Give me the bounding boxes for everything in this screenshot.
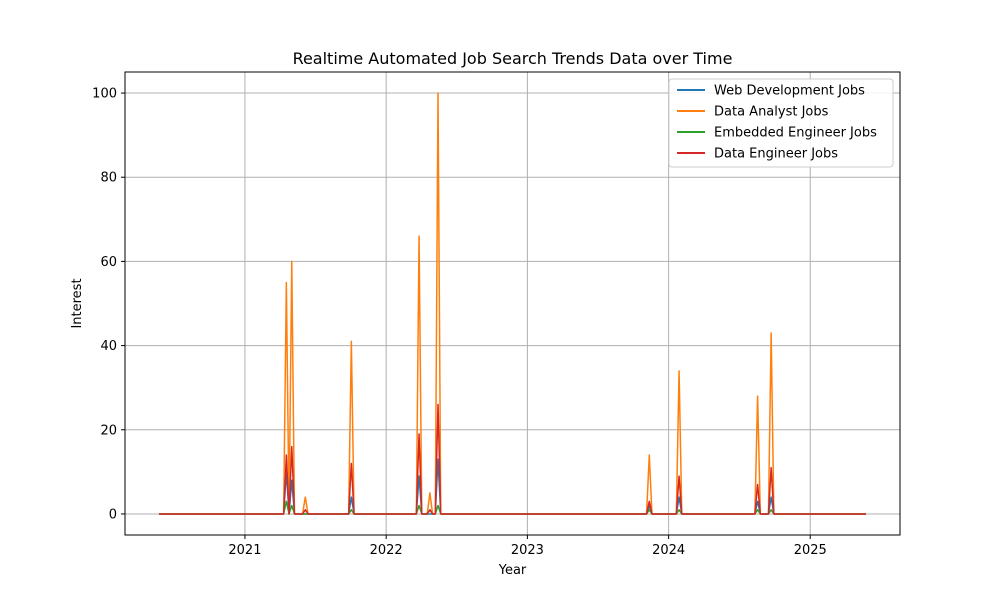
x-tick-label: 2023 [511, 543, 544, 558]
axis-ticks: 2021 2022 2023 2024 2025 0 20 40 60 80 100 [92, 87, 827, 558]
series-line-data-engineer-jobs [159, 403, 866, 515]
series-lines [159, 92, 866, 515]
y-tick-label: 40 [100, 339, 117, 354]
y-axis-label: Interest [70, 278, 85, 328]
legend-entry-label: Data Analyst Jobs [714, 105, 829, 120]
legend-entry-label: Web Development Jobs [714, 84, 865, 99]
x-tick-label: 2025 [794, 543, 827, 558]
legend-entry-label: Embedded Engineer Jobs [714, 126, 877, 141]
x-tick-label: 2022 [370, 543, 403, 558]
chart-title: Realtime Automated Job Search Trends Dat… [293, 49, 733, 68]
legend-box [668, 78, 894, 168]
y-tick-label: 60 [100, 255, 117, 270]
legend: Web Development Jobs Data Analyst Jobs Emb… [668, 78, 894, 168]
y-tick-label: 100 [92, 87, 117, 102]
y-tick-label: 80 [100, 171, 117, 186]
x-axis-label: Year [498, 563, 527, 578]
x-tick-label: 2024 [652, 543, 685, 558]
x-tick-label: 2021 [228, 543, 261, 558]
plot-area-frame [124, 71, 901, 536]
y-tick-label: 0 [109, 507, 117, 522]
y-tick-label: 20 [100, 423, 117, 438]
legend-entry-label: Data Engineer Jobs [714, 147, 838, 162]
